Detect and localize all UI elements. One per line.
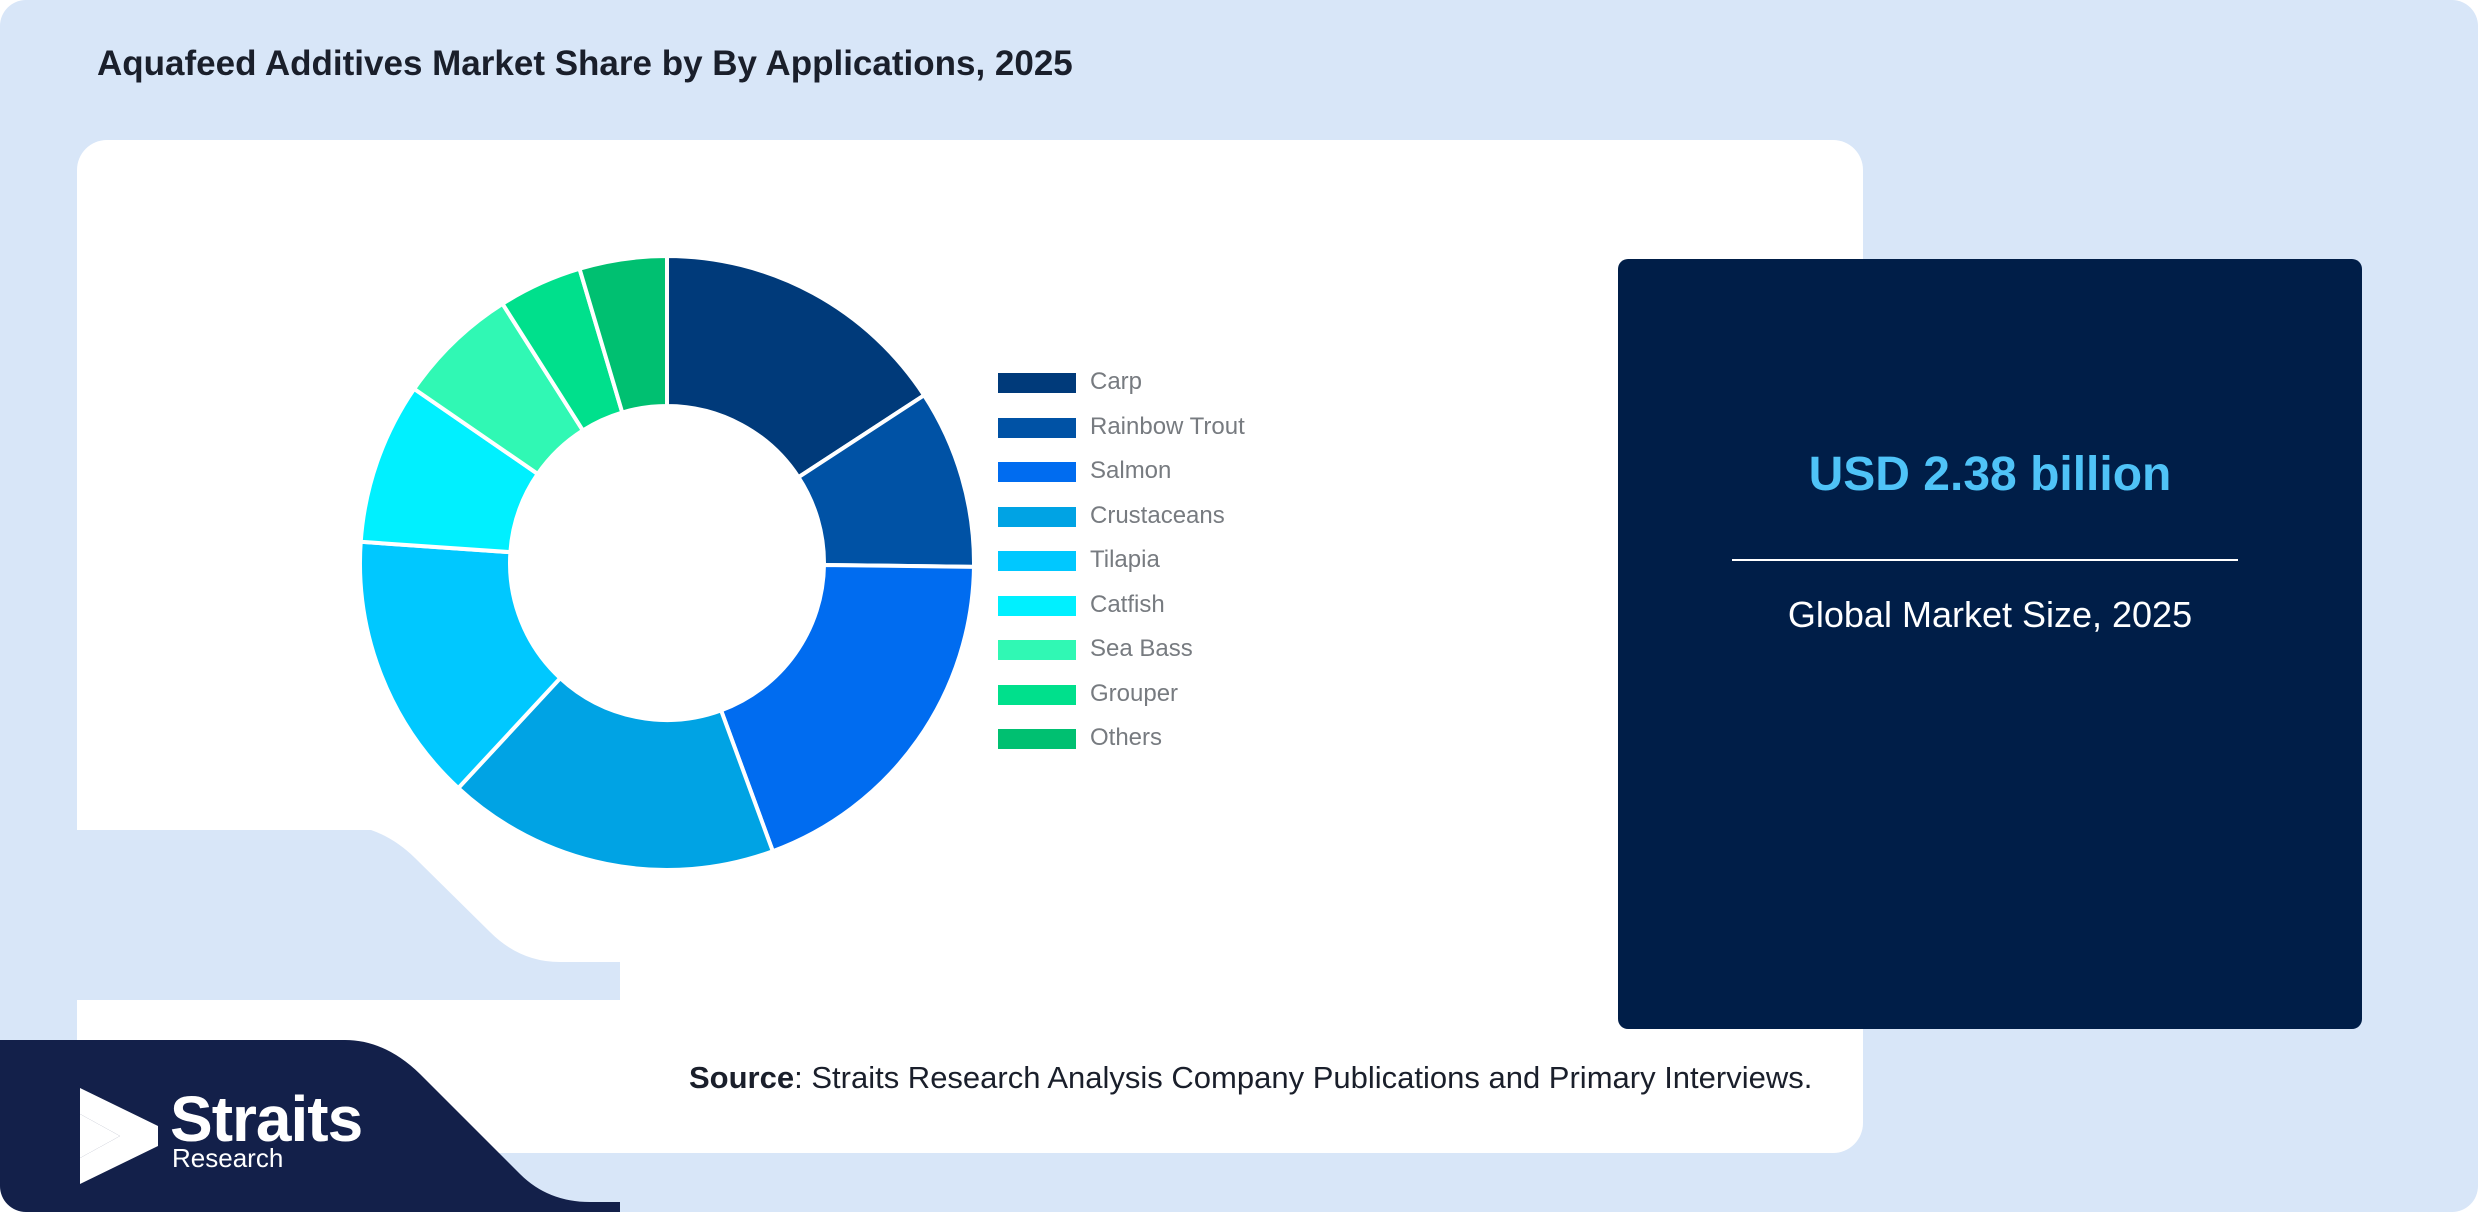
donut-slice-crustaceans — [455, 675, 776, 872]
brand-name: Straits — [170, 1083, 363, 1155]
legend-label: Others — [1090, 724, 1163, 751]
brand-band — [0, 1040, 620, 1212]
source-note: Source: Straits Research Analysis Compan… — [689, 1060, 1812, 1096]
donut-slice-salmon — [718, 562, 977, 854]
legend-swatch — [998, 462, 1076, 482]
legend-swatch — [998, 640, 1076, 660]
legend-swatch — [998, 595, 1076, 616]
market-size-panel: USD 2.38 billion Global Market Size, 202… — [1618, 259, 2362, 1029]
card-notch — [0, 830, 620, 1000]
source-label: Source — [689, 1060, 795, 1095]
brand-subtitle: Research — [172, 1143, 284, 1173]
legend-swatch — [998, 684, 1076, 705]
market-size-value: USD 2.38 billion — [1808, 448, 2172, 501]
legend-label: Crustaceans — [1090, 501, 1225, 529]
legend-swatch — [998, 551, 1076, 571]
market-size-label: Global Market Size, 2025 — [1787, 594, 2193, 635]
legend-label: Sea Bass — [1090, 635, 1193, 662]
legend-swatch — [998, 373, 1076, 393]
source-text: : Straits Research Analysis Company Publ… — [794, 1060, 1813, 1095]
legend-swatch — [998, 506, 1076, 527]
donut-slice-tilapia — [358, 539, 564, 791]
legend-label: Rainbow Trout — [1090, 412, 1245, 440]
legend-label: Carp — [1090, 368, 1143, 395]
panel-divider — [1732, 559, 2238, 561]
legend-swatch — [998, 417, 1076, 438]
legend-label: Grouper — [1090, 679, 1179, 707]
legend-swatch — [998, 729, 1076, 749]
legend-label: Tilapia — [1090, 546, 1160, 573]
straits-arrow-icon — [80, 1088, 158, 1184]
donut-slice-carp — [665, 253, 927, 480]
donut-slice-others — [577, 253, 669, 415]
page-title: Aquafeed Additives Market Share by By Ap… — [97, 44, 1073, 83]
legend-label: Catfish — [1090, 590, 1165, 618]
legend-label: Salmon — [1090, 457, 1172, 484]
